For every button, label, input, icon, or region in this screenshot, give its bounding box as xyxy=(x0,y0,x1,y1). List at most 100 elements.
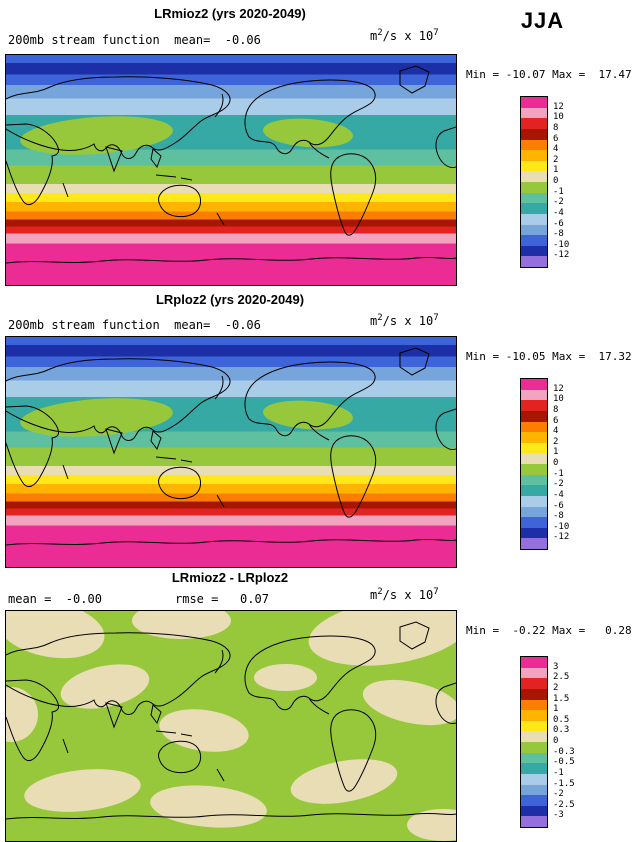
coastline-central-america xyxy=(309,424,329,440)
coastline-greenland xyxy=(400,348,429,375)
map-difference xyxy=(5,610,457,842)
colorbar-tick-label: -10 xyxy=(553,521,570,532)
colorbar-segment xyxy=(521,139,547,151)
colorbar-segment xyxy=(521,506,547,518)
colorbar-segment xyxy=(521,150,547,161)
colorbar-segment xyxy=(521,527,547,539)
colorbar-tick-label: 6 xyxy=(553,415,559,426)
panel2-colorbar: 12 10 8 6 4 2 1 0 -1 -2 -4 -6 -8 -10 -12 xyxy=(520,378,595,550)
contour-region xyxy=(253,663,317,692)
colorbar-tick-label: 1 xyxy=(553,165,559,176)
colorbar-segment xyxy=(521,474,547,486)
world-coastlines-overlay xyxy=(6,337,456,567)
panel3-minmax-label: Min = -0.22 Max = 0.28 xyxy=(466,624,632,637)
colorbar-segment xyxy=(521,128,547,140)
colorbar-segment xyxy=(521,805,547,817)
colorbar-segment xyxy=(521,773,547,785)
colorbar-tick-label: -2.5 xyxy=(553,799,575,810)
colorbar-segment xyxy=(521,224,547,236)
colorbar-labels: 12 10 8 6 4 2 1 0 -1 -2 -4 -6 -8 -10 -12 xyxy=(553,96,593,266)
colorbar-tick-label: -6 xyxy=(553,218,564,229)
colorbar-tick-label: 12 xyxy=(553,383,564,394)
coastline-antarctica xyxy=(6,539,456,545)
colorbar-tick-label: 2.5 xyxy=(553,672,570,683)
colorbar-segment xyxy=(521,688,547,700)
colorbar-segment xyxy=(521,118,547,129)
coastline-indonesia xyxy=(156,175,192,180)
colorbar-tick-label: -0.3 xyxy=(553,746,575,757)
colorbar-segment xyxy=(521,710,547,721)
coastline-indonesia xyxy=(156,457,192,462)
colorbar-segment xyxy=(521,453,547,464)
colorbar-segment xyxy=(521,678,547,689)
coastline-australia xyxy=(159,467,201,498)
coastline-greenland xyxy=(400,66,429,93)
colorbar-segment xyxy=(521,731,547,742)
world-coastlines-overlay xyxy=(6,55,456,285)
colorbar-tick-label: -1 xyxy=(553,767,564,778)
colorbar-tick-label: -2 xyxy=(553,789,564,800)
colorbar-segment xyxy=(521,171,547,182)
coastline-central-america xyxy=(309,142,329,158)
colorbar-segment xyxy=(521,245,547,257)
coastline-greenland xyxy=(400,622,429,649)
panel3-mean-label: mean = -0.00 xyxy=(8,592,102,606)
colorbar-segment xyxy=(521,495,547,507)
colorbar-tick-label: -10 xyxy=(553,239,570,250)
coastline-eurasia xyxy=(6,77,230,159)
coastline-japan xyxy=(215,94,223,117)
coastline-eurasia xyxy=(6,359,230,441)
coastline-north-america xyxy=(245,80,375,154)
colorbar-tick-label: 0 xyxy=(553,458,559,468)
colorbar-labels: 3 2.5 2 1.5 1 0.5 0.3 0 -0.3 -0.5 -1 -1.5 -2 -2.5 -3 xyxy=(553,656,593,826)
world-coastlines-overlay xyxy=(6,611,456,841)
colorbar-tick-label: 0 xyxy=(553,176,559,186)
colorbar-segment xyxy=(521,667,547,679)
panel3-rmse-label: rmse = 0.07 xyxy=(175,592,269,606)
colorbar-tick-label: 8 xyxy=(553,122,559,133)
coastline-australia xyxy=(159,741,201,772)
colorbar-segment xyxy=(521,442,547,454)
colorbar-tick-label: 0.3 xyxy=(553,725,570,736)
coastline-madagascar xyxy=(63,465,68,479)
colorbar-segment xyxy=(521,538,547,549)
coastline-africa-east xyxy=(6,406,59,487)
coastline-africa-west xyxy=(436,409,456,450)
coastline-south-america xyxy=(331,710,376,791)
colorbar-tick-label: 4 xyxy=(553,144,559,155)
colorbar-segment xyxy=(521,517,547,528)
coastline-indochina xyxy=(151,431,161,449)
coastline-japan xyxy=(215,650,223,673)
colorbar-segments xyxy=(520,96,548,268)
colorbar-segment xyxy=(521,784,547,796)
colorbar-segment xyxy=(521,400,547,411)
colorbar-segment xyxy=(521,182,547,193)
coastline-south-america xyxy=(331,436,376,517)
coastline-antarctica xyxy=(6,813,456,819)
colorbar-segment xyxy=(521,192,547,204)
colorbar-segment xyxy=(521,464,547,475)
colorbar-segments xyxy=(520,378,548,550)
colorbar-tick-label: 1 xyxy=(553,447,559,458)
coastline-south-america xyxy=(331,154,376,235)
coastline-australia xyxy=(159,185,201,216)
colorbar-segment xyxy=(521,752,547,764)
colorbar-tick-label: -8 xyxy=(553,511,564,522)
colorbar-tick-label: 3 xyxy=(553,661,559,672)
colorbar-tick-label: -4 xyxy=(553,489,564,500)
colorbar-segments xyxy=(520,656,548,828)
colorbar-tick-label: 0 xyxy=(553,736,559,746)
colorbar-segment xyxy=(521,485,547,496)
colorbar-segment xyxy=(521,235,547,246)
colorbar-tick-label: -4 xyxy=(553,207,564,218)
panel1-subtitle: 200mb stream function mean= -0.06 xyxy=(8,33,261,47)
colorbar-segment xyxy=(521,763,547,774)
colorbar-labels: 12 10 8 6 4 2 1 0 -1 -2 -4 -6 -8 -10 -12 xyxy=(553,378,593,548)
colorbar-tick-label: -6 xyxy=(553,500,564,511)
colorbar-tick-label: 4 xyxy=(553,426,559,437)
coastline-africa-east xyxy=(6,124,59,205)
colorbar-tick-label: 10 xyxy=(553,394,564,405)
coastline-madagascar xyxy=(63,739,68,753)
colorbar-segment xyxy=(521,203,547,214)
colorbar-segment xyxy=(521,699,547,711)
